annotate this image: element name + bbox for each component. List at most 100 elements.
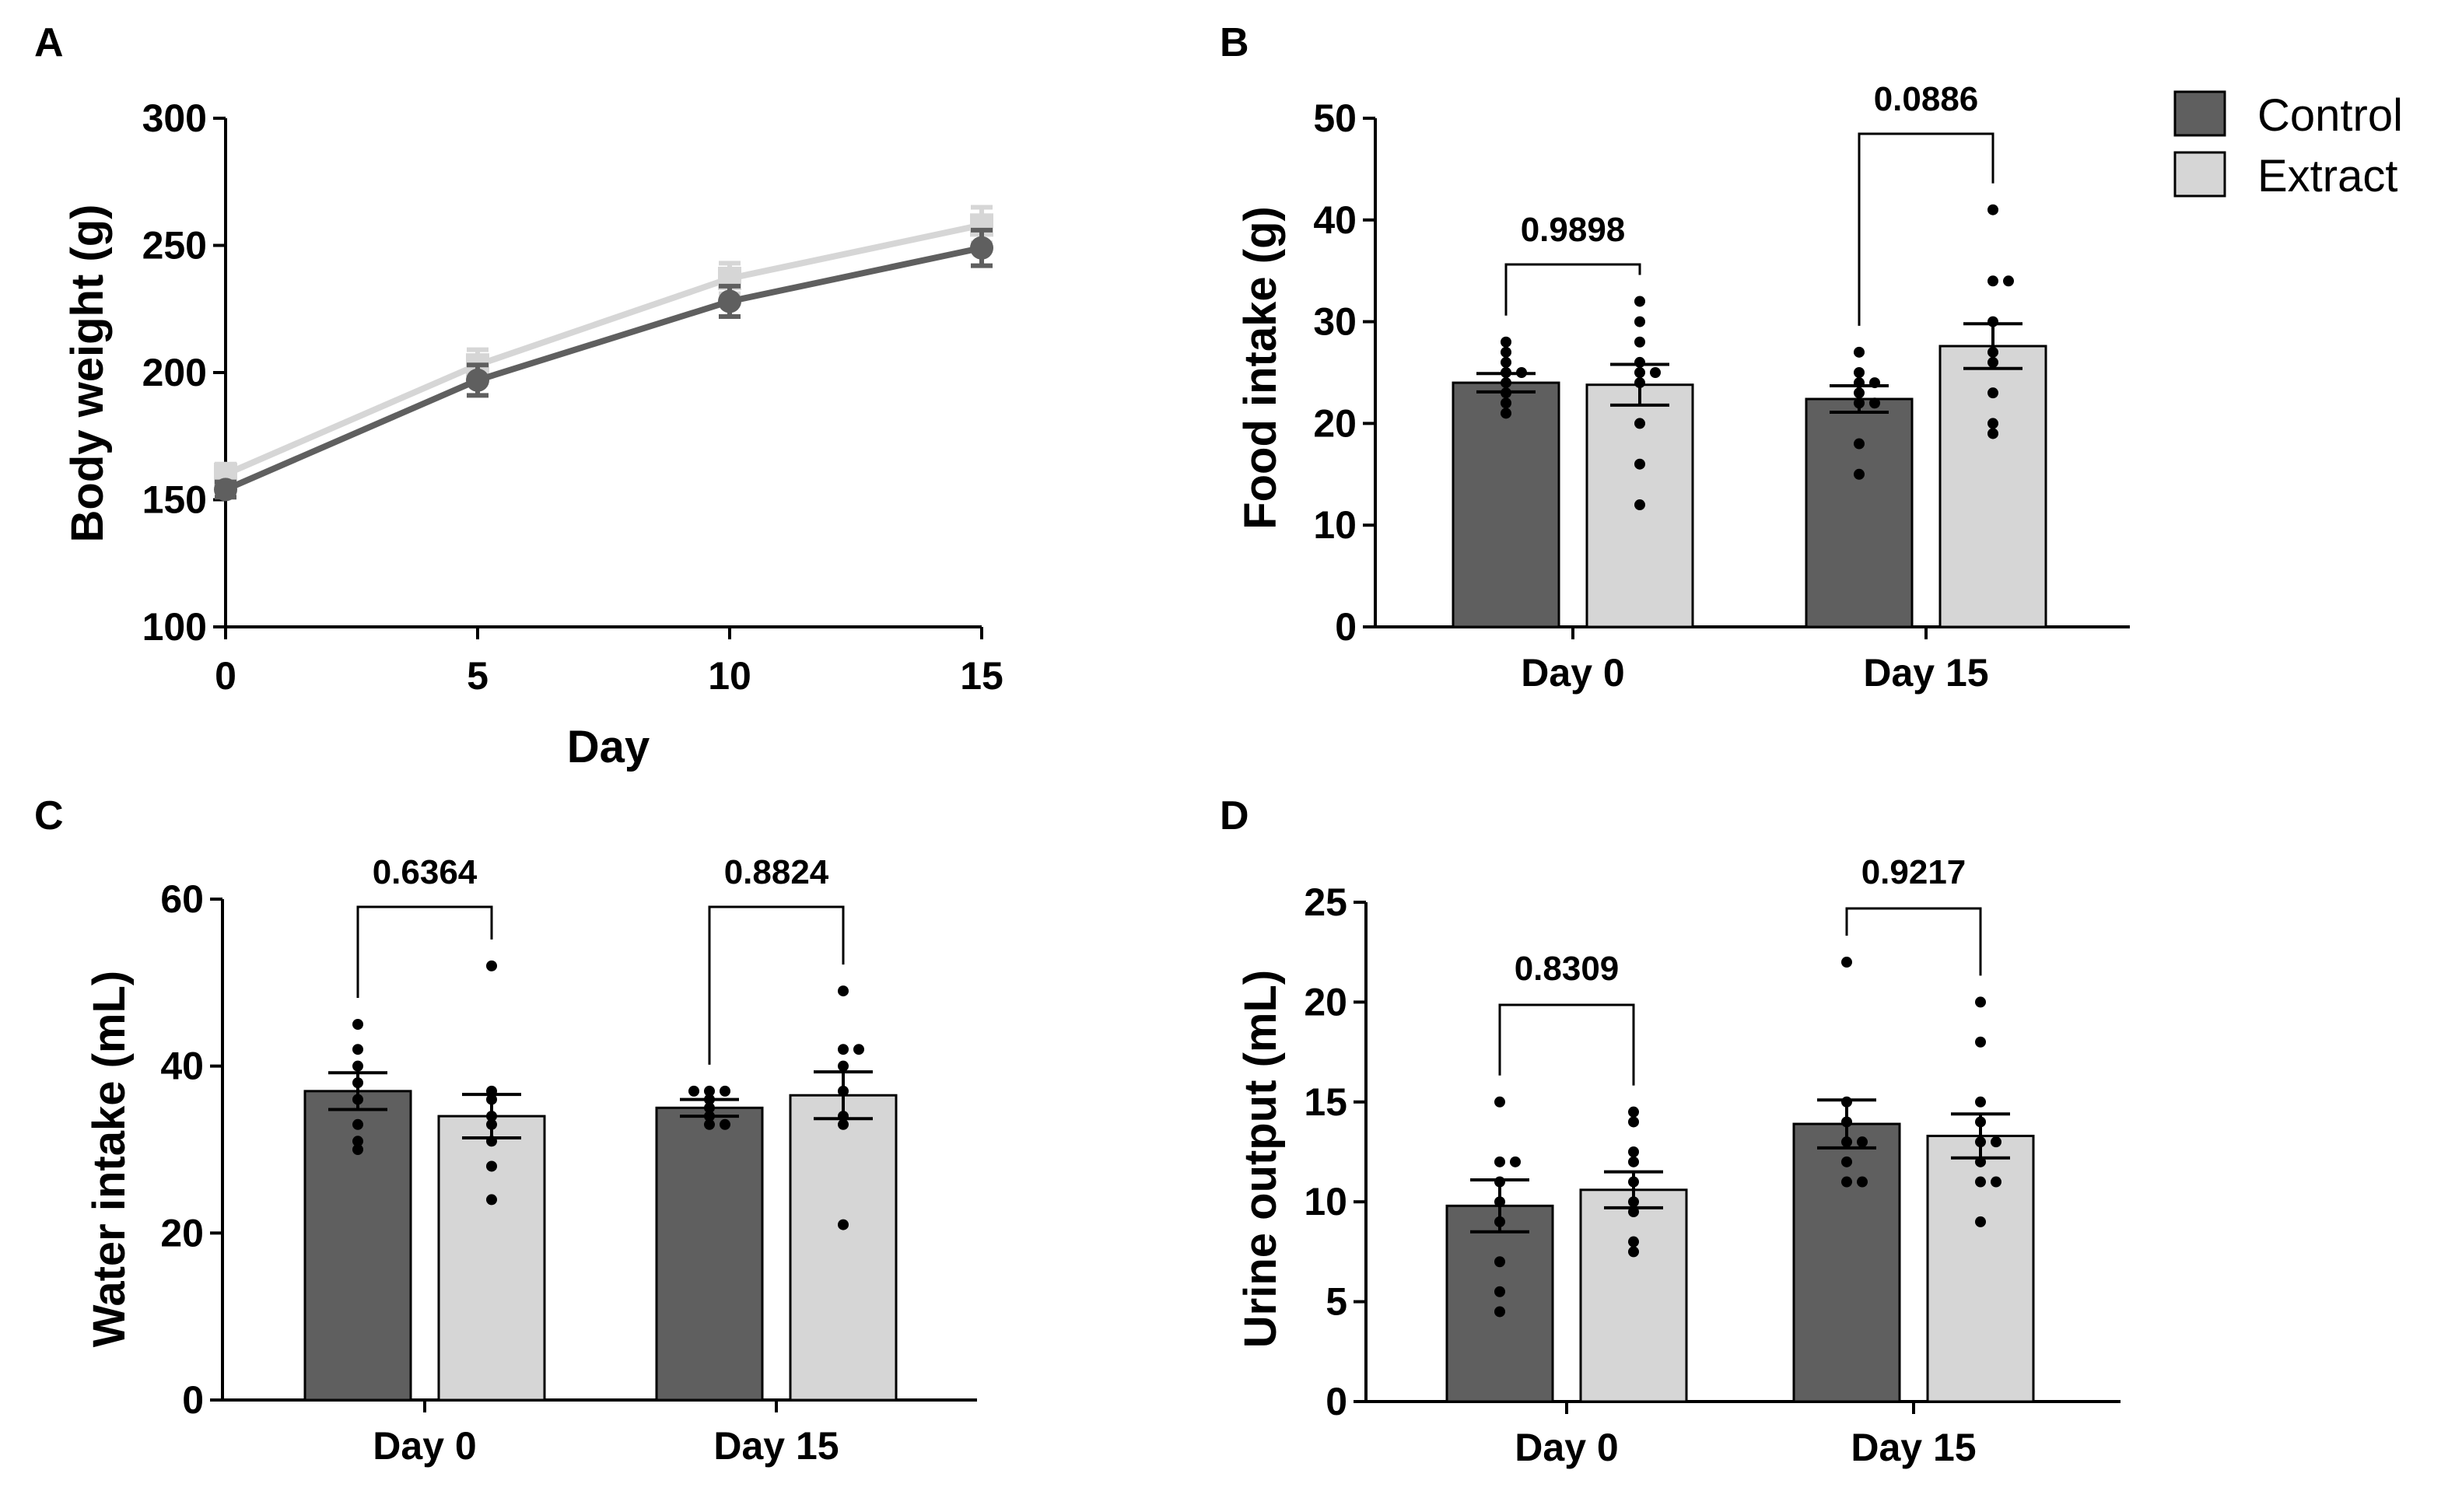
category-label: Day 15 [1863, 651, 1988, 695]
bar-control [655, 1106, 764, 1402]
y-axis-title-a: Body weight (g) [62, 205, 113, 543]
data-point-control [466, 368, 489, 392]
data-point [720, 1085, 730, 1097]
data-point [1634, 316, 1645, 327]
data-point [1854, 346, 1865, 358]
comparison-bracket [1504, 263, 1641, 316]
data-point [838, 1060, 849, 1072]
data-point [1501, 408, 1511, 419]
y-tick-label: 15 [1304, 1080, 1347, 1124]
data-point [704, 1118, 715, 1130]
data-point [352, 1144, 363, 1155]
category-label: Day 0 [1521, 651, 1624, 695]
y-axis-title-b: Food intake (g) [1235, 206, 1286, 530]
data-point [2003, 275, 2014, 287]
panel-label-b: B [1220, 20, 1249, 65]
category-label: Day 15 [713, 1424, 839, 1468]
comparison-bracket [1858, 132, 1994, 326]
bar-control [1792, 1122, 1901, 1403]
y-tick-label: 150 [142, 478, 207, 522]
data-point [1634, 296, 1645, 307]
data-point [352, 1136, 363, 1147]
y-axis-title-d: Urine output (mL) [1235, 970, 1286, 1348]
y-tick-label: 50 [1313, 96, 1357, 140]
y-tick-label: 20 [1304, 980, 1347, 1024]
panel-c: C Water intake (mL) 0 20 40 60 Day 0 0.6364 Da… [34, 793, 977, 1468]
x-tick-label: 15 [960, 654, 1003, 698]
data-point [1975, 1096, 1986, 1108]
data-point [1869, 397, 1880, 409]
y-tick-label: 10 [1313, 503, 1357, 547]
data-point [1987, 387, 1998, 399]
data-point [688, 1085, 699, 1097]
data-point [1841, 1176, 1852, 1188]
data-point [1501, 397, 1511, 409]
p-value-label: 0.9898 [1521, 211, 1626, 249]
legend-swatch-control [2173, 90, 2226, 137]
panel-d: D Urine output (mL) 0 5 10 15 20 25 Day 0 0.830… [1220, 793, 2121, 1469]
data-point [1628, 1236, 1639, 1248]
x-axis-title-a: Day [567, 722, 650, 772]
bar-extract [1579, 1188, 1688, 1403]
data-point [1501, 346, 1511, 358]
data-point [1510, 1156, 1521, 1167]
data-point [838, 1118, 849, 1130]
data-point [1501, 356, 1511, 368]
data-point [1854, 468, 1865, 480]
data-point [1975, 1036, 1986, 1048]
data-point [1854, 438, 1865, 450]
data-point [1628, 1156, 1639, 1167]
y-tick-label: 40 [160, 1045, 204, 1088]
y-tick-label: 200 [142, 351, 207, 394]
y-tick-label: 100 [142, 605, 207, 649]
y-tick-label: 250 [142, 224, 207, 268]
data-point [1975, 996, 1986, 1008]
data-point [1854, 367, 1865, 378]
data-point [1987, 275, 1998, 287]
data-point [1987, 418, 1998, 429]
data-point [1857, 1136, 1868, 1148]
y-tick-label: 25 [1304, 880, 1347, 924]
data-point [838, 1219, 849, 1230]
data-point [838, 1044, 849, 1055]
data-point [1628, 1146, 1639, 1157]
data-point [838, 985, 849, 997]
data-point [486, 1160, 497, 1172]
data-point [486, 1194, 497, 1206]
data-point [1501, 336, 1511, 348]
bar-extract [1926, 1134, 2035, 1403]
data-point [720, 1118, 730, 1130]
data-point [1634, 499, 1645, 511]
data-point [1987, 428, 1998, 439]
y-tick-label: 0 [1335, 605, 1357, 649]
data-point [1857, 1176, 1868, 1188]
bar-control [1452, 381, 1560, 628]
y-tick-label: 20 [160, 1211, 204, 1255]
panel-label-a: A [34, 20, 64, 65]
data-point [352, 1019, 363, 1030]
data-point [1628, 1106, 1639, 1118]
y-axis-title-c: Water intake (mL) [84, 971, 135, 1347]
legend-label-control: Control [2257, 90, 2403, 141]
data-point-control [718, 289, 741, 313]
comparison-bracket [708, 905, 845, 1065]
plot-area-d: 0 5 10 15 20 25 Day 0 0.8309 Day 15 0.9217 [1304, 853, 2121, 1469]
series-line-control [224, 244, 982, 493]
y-tick-label: 10 [1304, 1180, 1347, 1223]
y-tick-label: 5 [1326, 1280, 1347, 1324]
p-value-label: 0.0886 [1874, 80, 1979, 118]
y-tick-label: 20 [1313, 401, 1357, 445]
x-tick-label: 0 [215, 654, 236, 698]
category-label: Day 15 [1851, 1426, 1976, 1469]
p-value-label: 0.6364 [373, 853, 478, 891]
comparison-bracket [1845, 907, 1982, 976]
data-point [1634, 458, 1645, 470]
data-point [1628, 1116, 1639, 1128]
category-label: Day 0 [1515, 1426, 1618, 1469]
y-tick-label: 40 [1313, 198, 1357, 242]
data-point [1494, 1286, 1505, 1297]
panel-b: B Food intake (g) 0 10 20 30 40 50 Day 0 0.9898… [1220, 20, 2130, 695]
legend: Control Extract [2173, 90, 2403, 201]
panel-label-c: C [34, 793, 64, 838]
